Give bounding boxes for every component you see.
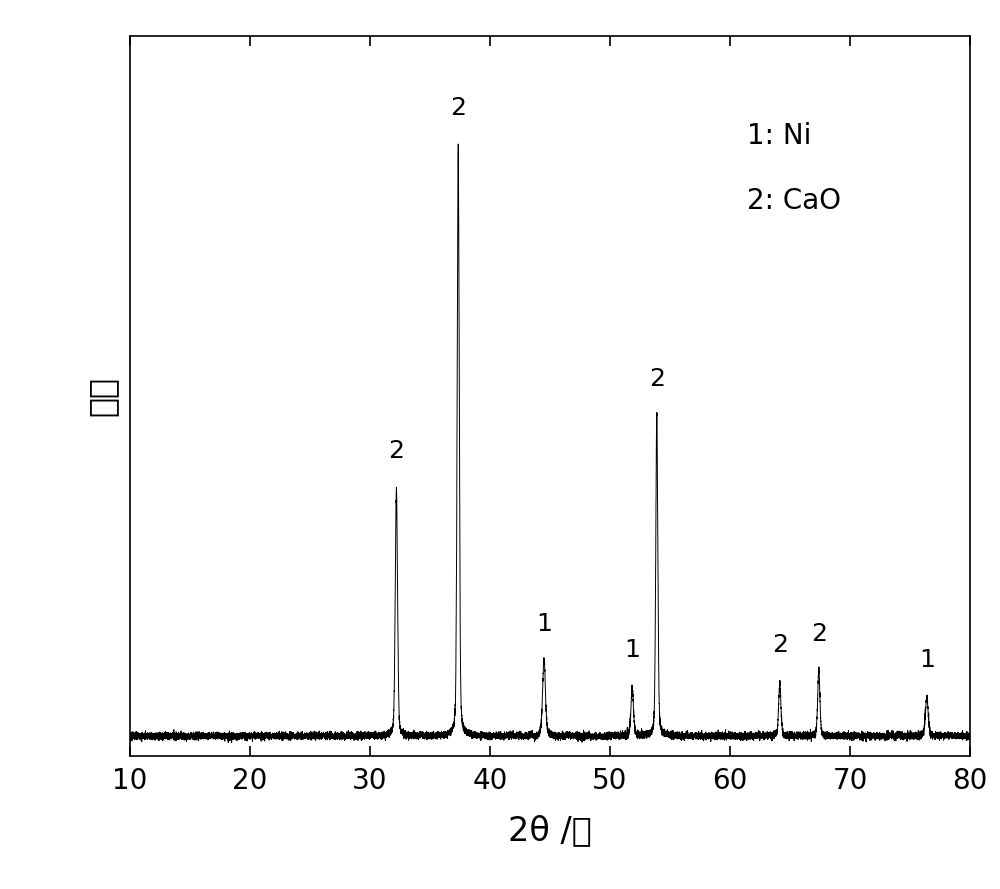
Text: 2: 2 bbox=[388, 439, 404, 463]
Text: 1: 1 bbox=[536, 613, 552, 637]
Text: 2: 2 bbox=[649, 366, 665, 390]
Text: 1: Ni: 1: Ni bbox=[747, 122, 812, 150]
Text: 1: 1 bbox=[919, 648, 935, 672]
Text: 2: 2 bbox=[772, 633, 788, 657]
Text: 1: 1 bbox=[624, 638, 640, 662]
Text: 2: 2 bbox=[450, 96, 466, 120]
Y-axis label: 强度: 强度 bbox=[86, 376, 119, 415]
Text: 2: CaO: 2: CaO bbox=[747, 187, 841, 215]
Text: 2: 2 bbox=[811, 622, 827, 646]
X-axis label: 2θ /度: 2θ /度 bbox=[508, 814, 592, 847]
